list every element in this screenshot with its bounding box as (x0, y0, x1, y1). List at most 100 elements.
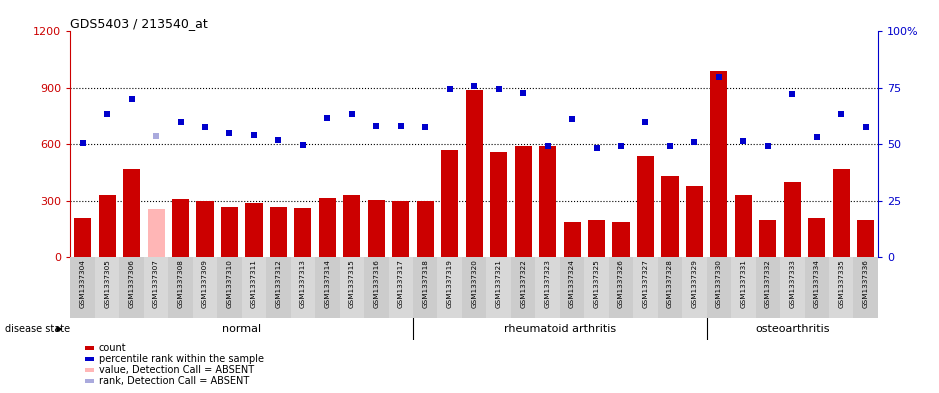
Bar (857, 220, 874, 257)
Bar (608, 257, 633, 318)
Bar (196, 201, 213, 257)
Text: GSM1337336: GSM1337336 (863, 259, 869, 308)
Bar (99, 195, 115, 257)
Text: GSM1337321: GSM1337321 (496, 259, 501, 308)
Bar (710, 71, 728, 257)
Bar (735, 195, 752, 257)
Bar (486, 257, 511, 318)
Text: GSM1337330: GSM1337330 (716, 259, 722, 308)
Text: GSM1337305: GSM1337305 (104, 259, 110, 308)
Bar (144, 257, 168, 318)
Bar (294, 208, 312, 257)
Bar (511, 257, 535, 318)
Bar (221, 207, 239, 257)
Text: rheumatoid arthritis: rheumatoid arthritis (504, 324, 616, 334)
Text: GSM1337313: GSM1337313 (300, 259, 306, 308)
Bar (245, 203, 263, 257)
Text: GSM1337315: GSM1337315 (349, 259, 355, 308)
Bar (389, 257, 413, 318)
Text: GDS5403 / 213540_at: GDS5403 / 213540_at (70, 17, 208, 30)
Bar (95, 257, 119, 318)
Text: GSM1337317: GSM1337317 (398, 259, 404, 308)
Bar (731, 257, 756, 318)
Bar (438, 257, 462, 318)
Bar (633, 257, 657, 318)
Bar (833, 169, 850, 257)
Text: value, Detection Call = ABSENT: value, Detection Call = ABSENT (99, 365, 254, 375)
Bar (657, 257, 683, 318)
Text: GSM1337329: GSM1337329 (691, 259, 698, 308)
Bar (683, 257, 707, 318)
Bar (319, 198, 336, 257)
Bar (829, 257, 854, 318)
Bar (168, 257, 192, 318)
Bar (344, 195, 361, 257)
Bar (368, 200, 385, 257)
Text: GSM1337322: GSM1337322 (520, 259, 526, 308)
Bar (269, 207, 287, 257)
Bar (756, 257, 780, 318)
Bar (462, 257, 486, 318)
Bar (563, 222, 580, 257)
Text: GSM1337328: GSM1337328 (667, 259, 673, 308)
Bar (417, 201, 434, 257)
Text: GSM1337327: GSM1337327 (642, 259, 649, 308)
Bar (441, 150, 458, 257)
Bar (661, 176, 679, 257)
Text: osteoarthritis: osteoarthritis (755, 324, 829, 334)
Bar (539, 146, 556, 257)
Bar (584, 257, 608, 318)
Bar (413, 257, 438, 318)
Bar (74, 218, 91, 257)
Text: GSM1337314: GSM1337314 (324, 259, 331, 308)
Bar (266, 257, 291, 318)
Text: count: count (99, 343, 126, 353)
Bar (535, 257, 560, 318)
Text: GSM1337318: GSM1337318 (423, 259, 428, 308)
Bar (172, 199, 189, 257)
Bar (780, 257, 805, 318)
Bar (393, 201, 409, 257)
Bar (854, 257, 878, 318)
Text: GSM1337334: GSM1337334 (814, 259, 820, 308)
Text: percentile rank within the sample: percentile rank within the sample (99, 354, 264, 364)
Bar (760, 220, 777, 257)
Bar (119, 257, 144, 318)
Text: normal: normal (223, 324, 261, 334)
Text: GSM1337333: GSM1337333 (790, 259, 795, 308)
Text: GSM1337310: GSM1337310 (226, 259, 233, 308)
Bar (70, 257, 95, 318)
Text: GSM1337335: GSM1337335 (839, 259, 844, 308)
Bar (784, 182, 801, 257)
Text: GSM1337311: GSM1337311 (251, 259, 257, 308)
Bar (466, 90, 483, 257)
Bar (364, 257, 389, 318)
Bar (685, 186, 703, 257)
Bar (340, 257, 364, 318)
Text: rank, Detection Call = ABSENT: rank, Detection Call = ABSENT (99, 376, 249, 386)
Bar (316, 257, 340, 318)
Bar (808, 218, 825, 257)
Bar (490, 152, 507, 257)
Bar (560, 257, 584, 318)
Text: GSM1337306: GSM1337306 (129, 259, 134, 308)
Bar (217, 257, 241, 318)
Text: GSM1337308: GSM1337308 (177, 259, 183, 308)
Text: GSM1337319: GSM1337319 (447, 259, 453, 308)
Bar (123, 169, 140, 257)
Bar (291, 257, 316, 318)
Text: GSM1337307: GSM1337307 (153, 259, 159, 308)
Bar (637, 156, 654, 257)
Bar (192, 257, 217, 318)
Bar (612, 222, 629, 257)
Bar (147, 209, 164, 257)
Text: GSM1337309: GSM1337309 (202, 259, 208, 308)
Bar (805, 257, 829, 318)
Text: GSM1337332: GSM1337332 (765, 259, 771, 308)
Bar (588, 220, 605, 257)
Text: GSM1337323: GSM1337323 (545, 259, 550, 308)
Text: GSM1337312: GSM1337312 (275, 259, 282, 308)
Bar (241, 257, 266, 318)
Text: GSM1337331: GSM1337331 (740, 259, 747, 308)
Text: GSM1337326: GSM1337326 (618, 259, 624, 308)
